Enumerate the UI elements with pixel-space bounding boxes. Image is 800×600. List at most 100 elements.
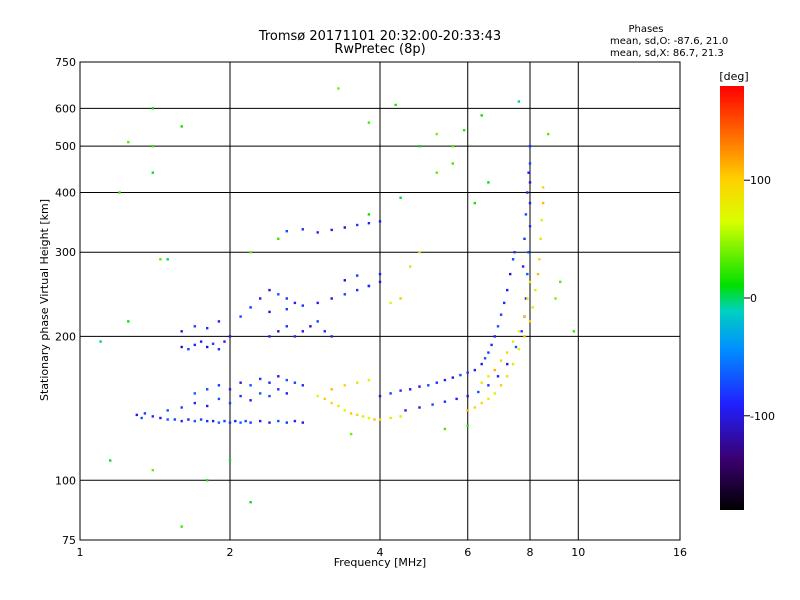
data-point	[466, 371, 469, 374]
data-point	[330, 401, 333, 405]
x-tick-label: 16	[673, 546, 687, 559]
data-point	[151, 469, 154, 472]
x-axis-ticks: 1 2 4 6 8 10 16	[77, 546, 688, 559]
data-point	[180, 125, 183, 128]
data-point	[159, 416, 162, 420]
data-point	[173, 418, 176, 421]
colorbar-tick-label: 0	[750, 292, 757, 305]
data-points	[99, 87, 576, 528]
data-point	[349, 432, 353, 436]
y-tick-label: 500	[55, 140, 76, 153]
data-point	[277, 388, 280, 391]
data-point	[330, 297, 333, 300]
data-point	[268, 310, 271, 314]
data-point	[539, 237, 542, 240]
data-point	[301, 228, 304, 231]
data-point	[337, 87, 340, 90]
data-point	[435, 171, 438, 174]
data-point	[151, 145, 154, 148]
data-point	[301, 304, 304, 307]
data-point	[217, 421, 221, 424]
data-point	[199, 340, 203, 343]
data-point	[487, 384, 490, 387]
data-point	[487, 351, 490, 354]
data-point	[528, 181, 532, 184]
data-point	[343, 279, 346, 282]
data-point	[506, 375, 509, 378]
data-point	[524, 297, 528, 300]
data-point	[223, 340, 226, 343]
data-point	[285, 392, 288, 395]
data-point	[244, 419, 247, 423]
data-point	[378, 272, 382, 276]
data-point	[293, 301, 297, 305]
data-point	[511, 258, 515, 261]
data-point	[367, 378, 371, 382]
data-point	[228, 421, 232, 424]
data-point	[118, 191, 121, 194]
data-point	[285, 230, 288, 233]
data-point	[466, 409, 469, 412]
data-point	[399, 297, 402, 300]
data-point	[293, 381, 297, 384]
colorbar-label: [deg]	[719, 70, 748, 83]
data-point	[211, 342, 215, 345]
data-point	[206, 345, 209, 349]
data-point	[523, 237, 526, 240]
data-point	[356, 274, 359, 277]
data-point	[259, 392, 262, 395]
data-point	[159, 258, 162, 261]
y-tick-label: 600	[55, 102, 76, 115]
data-point	[513, 251, 516, 254]
data-point	[399, 415, 402, 418]
data-point	[367, 416, 371, 420]
data-point	[528, 201, 532, 205]
data-point	[367, 213, 371, 216]
data-point	[499, 313, 503, 316]
data-point	[293, 335, 297, 338]
data-point	[427, 384, 430, 387]
data-point	[378, 220, 382, 223]
data-point	[228, 401, 232, 405]
data-point	[180, 345, 183, 349]
data-point	[538, 258, 541, 261]
data-point	[473, 201, 476, 205]
data-point	[166, 418, 169, 421]
data-point	[249, 251, 252, 254]
y-tick-label: 400	[55, 186, 76, 199]
data-point	[316, 320, 319, 323]
data-point	[443, 427, 447, 431]
data-point	[277, 419, 280, 423]
data-point	[206, 479, 209, 482]
data-point	[514, 345, 518, 349]
data-point	[487, 181, 490, 184]
data-point	[249, 421, 252, 424]
data-point	[228, 335, 232, 338]
data-point	[499, 384, 503, 387]
data-point	[480, 114, 483, 117]
data-point	[528, 162, 532, 165]
data-point	[480, 362, 483, 366]
data-point	[293, 419, 297, 423]
data-point	[506, 288, 509, 292]
data-point	[316, 301, 319, 305]
data-point	[180, 525, 183, 528]
data-point	[480, 381, 483, 384]
data-point	[277, 293, 280, 296]
data-point	[193, 419, 196, 423]
data-point	[418, 385, 421, 388]
data-point	[187, 348, 190, 351]
data-point	[378, 394, 382, 398]
data-point	[217, 348, 221, 351]
data-point	[193, 401, 196, 405]
data-point	[343, 409, 346, 412]
data-point	[259, 297, 262, 300]
data-point	[199, 418, 203, 421]
data-point	[330, 335, 333, 338]
x-tick-label: 4	[377, 546, 384, 559]
data-point	[531, 306, 534, 309]
data-point	[487, 375, 490, 378]
x-tick-label: 6	[464, 546, 471, 559]
data-point	[193, 343, 196, 347]
data-point	[496, 325, 500, 328]
